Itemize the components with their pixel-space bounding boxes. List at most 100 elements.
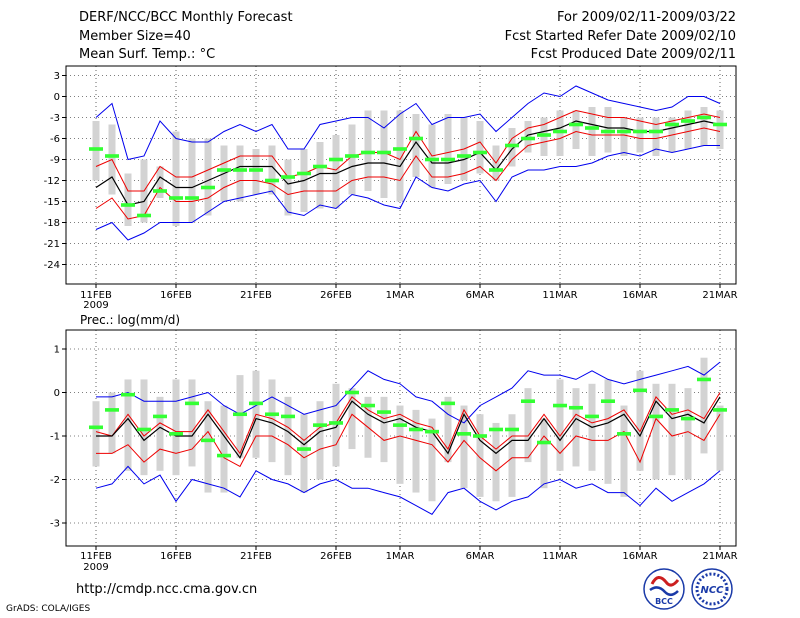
marker [649,414,663,419]
spread-bar [220,405,228,493]
marker [457,432,471,436]
marker [457,154,471,158]
marker [233,168,247,172]
marker [473,434,487,438]
y-tick-label: -24 [44,260,60,271]
bcc-swirl-icon [650,576,680,587]
x-tick-label: 11MAR [542,290,577,301]
marker [201,185,215,190]
marker [393,423,407,427]
precipitation-panel: 1 0 -1 -2 -3 11FEB 16FEB 21FEB 26FEB 1MAR 6MAR 11MA… [50,329,738,573]
marker [601,129,615,134]
x-year-label: 2009 [83,562,108,573]
spread-bar [140,379,148,476]
y-tick-label: 0 [54,92,60,103]
marker [169,432,183,436]
x-tick-label: 16FEB [160,290,192,301]
spread-bar [204,138,212,216]
spread-bar [524,388,532,463]
spread-bar [412,409,420,493]
marker [665,122,679,127]
x-tick-label: 26FEB [320,290,352,301]
lower-line [96,413,721,472]
y-tick-label: 3 [54,71,60,82]
forecast-period: For 2009/02/11-2009/03/22 [557,10,736,25]
marker [601,399,615,403]
y-tick-label: 1 [54,345,60,356]
y-tick-label: -3 [50,519,60,530]
spread-bar [700,357,708,454]
max-line [95,85,721,161]
marker [233,412,247,417]
x-tick-label: 1MAR [386,290,415,301]
spread-bar [396,405,404,484]
marker [185,196,199,200]
y-tick-label: -18 [44,218,60,229]
x-tick-label: 11MAR [542,551,577,562]
marker [201,438,215,443]
marker [569,122,583,127]
marker [505,427,519,432]
spread-bar [684,388,692,480]
x-tick-label: 21FEB [240,290,272,301]
y-tick-label: -21 [44,239,60,250]
temp-panel-title: Mean Surf. Temp.: °C [79,47,216,62]
spread-bar [300,414,308,493]
spread-bar [492,422,500,502]
spread-bar [572,388,580,467]
marker [89,147,103,151]
precip-panel-title: Prec.: log(mm/d) [80,313,180,327]
spread-bar [572,110,580,149]
spread-bar [444,114,452,184]
marker [537,440,551,445]
x-tick-label: 21MAR [702,551,737,562]
spread-bar [332,383,340,467]
marker [105,154,119,158]
x-tick-label: 21FEB [240,551,272,562]
marker [441,157,455,162]
marker [361,150,375,155]
marker [633,129,647,134]
marker [585,414,599,419]
marker [697,377,711,382]
ncc-logo: NCC [691,568,733,610]
spread-bar [348,388,356,450]
spread-bar [476,121,484,174]
chart-title: DERF/NCC/BCC Monthly Forecast [79,10,293,25]
upper-line [95,392,721,455]
min-line [95,465,721,515]
spread-bar [460,405,468,489]
marker [297,171,311,176]
source-url[interactable]: http://cmdp.ncc.cma.gov.cn [76,582,258,597]
marker [169,196,183,200]
marker [521,399,535,403]
spread-bar [428,418,436,502]
marker [249,401,263,406]
spread-bar [188,379,196,467]
spread-bar [188,138,196,223]
spread-bar [172,131,180,226]
spread-bar [636,370,644,471]
y-tick-label: -9 [50,155,60,166]
spread-bar [316,142,324,209]
marker [489,427,503,432]
marker [329,157,343,162]
upper-line [95,109,721,192]
marker [441,401,455,406]
marker [105,408,119,412]
spread-bar [412,114,420,177]
marker [185,401,199,406]
x-tick-label: 11FEB [80,290,112,301]
marker [265,178,279,183]
marker [473,150,487,155]
marker [265,412,279,417]
x-year-label: 2009 [83,300,108,311]
x-tick-label: 16FEB [160,551,192,562]
spread-bar [156,166,164,198]
mean-line [96,396,721,460]
spread-bar [172,379,180,476]
spread-bar [316,401,324,480]
spread-bar [284,159,292,216]
spread-bar [620,117,628,156]
marker [249,168,263,172]
